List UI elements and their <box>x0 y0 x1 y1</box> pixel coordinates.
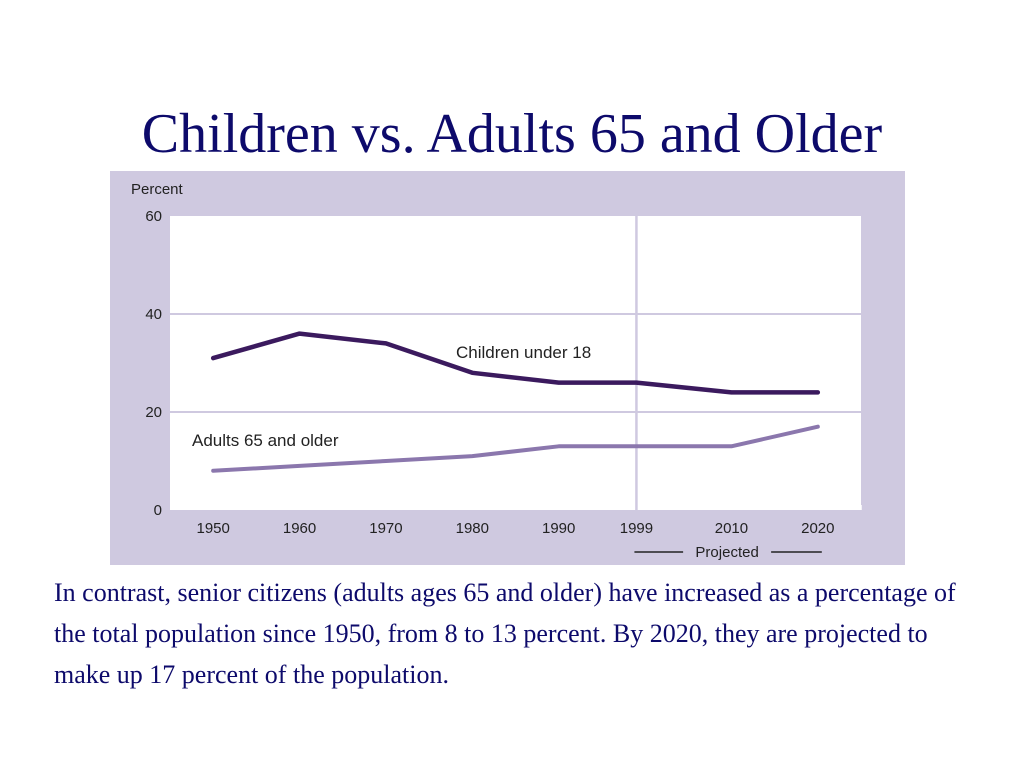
data-point <box>384 341 388 345</box>
x-tick-label: 1990 <box>542 520 575 537</box>
y-tick-label: 60 <box>145 208 162 225</box>
line-chart: 0 20 40 60 1950 1960 1970 1980 1990 1999 2010 2020 … <box>110 171 905 565</box>
data-point <box>816 390 820 394</box>
data-point <box>634 381 638 385</box>
x-tick-label: 2020 <box>801 520 834 537</box>
x-tick-label: 1950 <box>197 520 230 537</box>
data-point <box>470 454 474 458</box>
series-line-adults <box>211 424 820 473</box>
projected-label: Projected <box>695 544 758 561</box>
body-paragraph: In contrast, senior citizens (adults age… <box>54 578 956 689</box>
data-point <box>634 444 638 448</box>
data-point <box>470 371 474 375</box>
plot-area <box>170 216 861 510</box>
slide-title: Children vs. Adults 65 and Older <box>141 103 883 165</box>
data-point <box>729 390 733 394</box>
projected-marker: Projected <box>634 544 822 561</box>
series-label-adults: Adults 65 and older <box>192 431 339 450</box>
series-label-children: Children under 18 <box>456 343 591 362</box>
x-tick-label: 1999 <box>620 520 653 537</box>
y-tick-label: 20 <box>145 404 162 421</box>
data-point <box>298 464 302 468</box>
data-point <box>298 332 302 336</box>
data-point <box>557 381 561 385</box>
data-point <box>211 356 215 360</box>
data-point <box>557 444 561 448</box>
y-tick-label: 0 <box>154 502 162 519</box>
x-tick-label: 1970 <box>369 520 402 537</box>
series-line-children <box>210 331 821 395</box>
data-point <box>384 459 388 463</box>
x-tick-label: 2010 <box>715 520 748 537</box>
x-tick-label: 1980 <box>456 520 489 537</box>
y-axis-title: Percent <box>131 181 184 198</box>
data-point <box>729 444 733 448</box>
x-tick-label: 1960 <box>283 520 316 537</box>
y-tick-label: 40 <box>145 306 162 323</box>
data-point <box>816 425 820 429</box>
data-point <box>211 469 215 473</box>
